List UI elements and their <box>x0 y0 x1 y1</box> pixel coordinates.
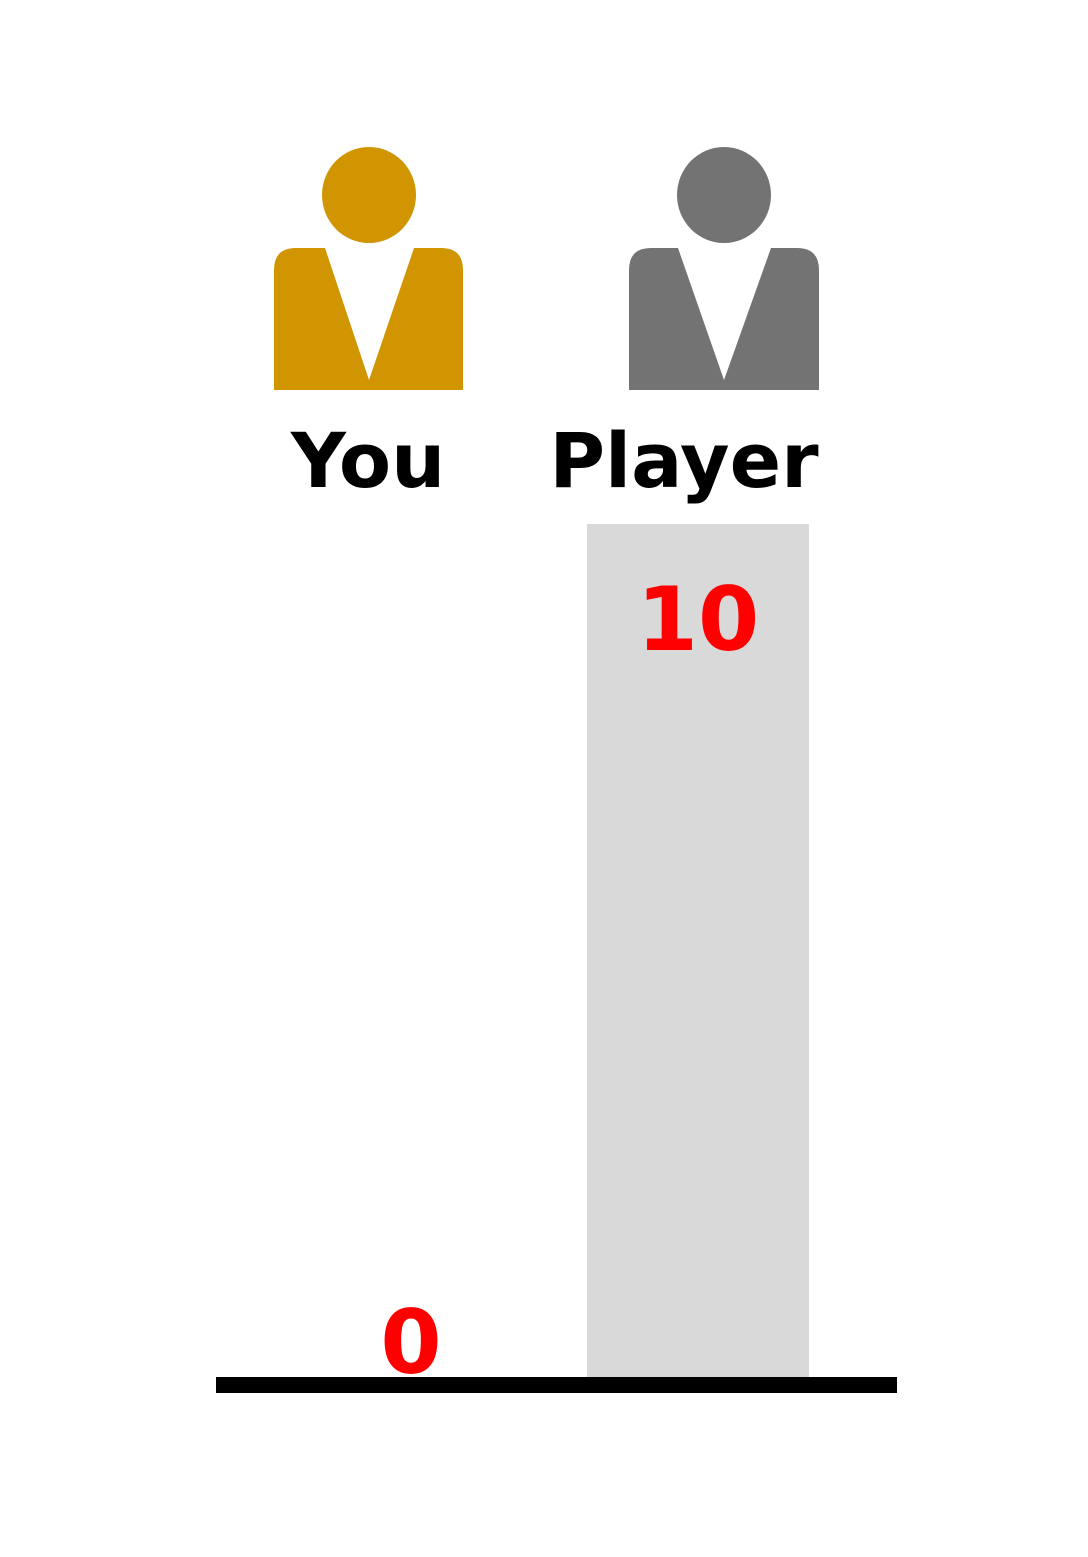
person-body <box>629 248 819 390</box>
person-body <box>274 248 463 390</box>
person-head <box>677 147 771 243</box>
x-axis-baseline <box>216 1377 897 1393</box>
person-icon-player <box>629 147 819 390</box>
bar-player <box>587 524 809 1377</box>
value-label-player: 10 <box>637 568 759 671</box>
category-label-you: You <box>290 416 445 505</box>
value-labels-group: 0 10 <box>380 568 759 1394</box>
category-label-player: Player <box>549 416 819 505</box>
value-label-you: 0 <box>380 1291 441 1394</box>
bars-group <box>587 524 809 1377</box>
person-icon-you <box>274 147 463 390</box>
person-head <box>322 147 416 243</box>
